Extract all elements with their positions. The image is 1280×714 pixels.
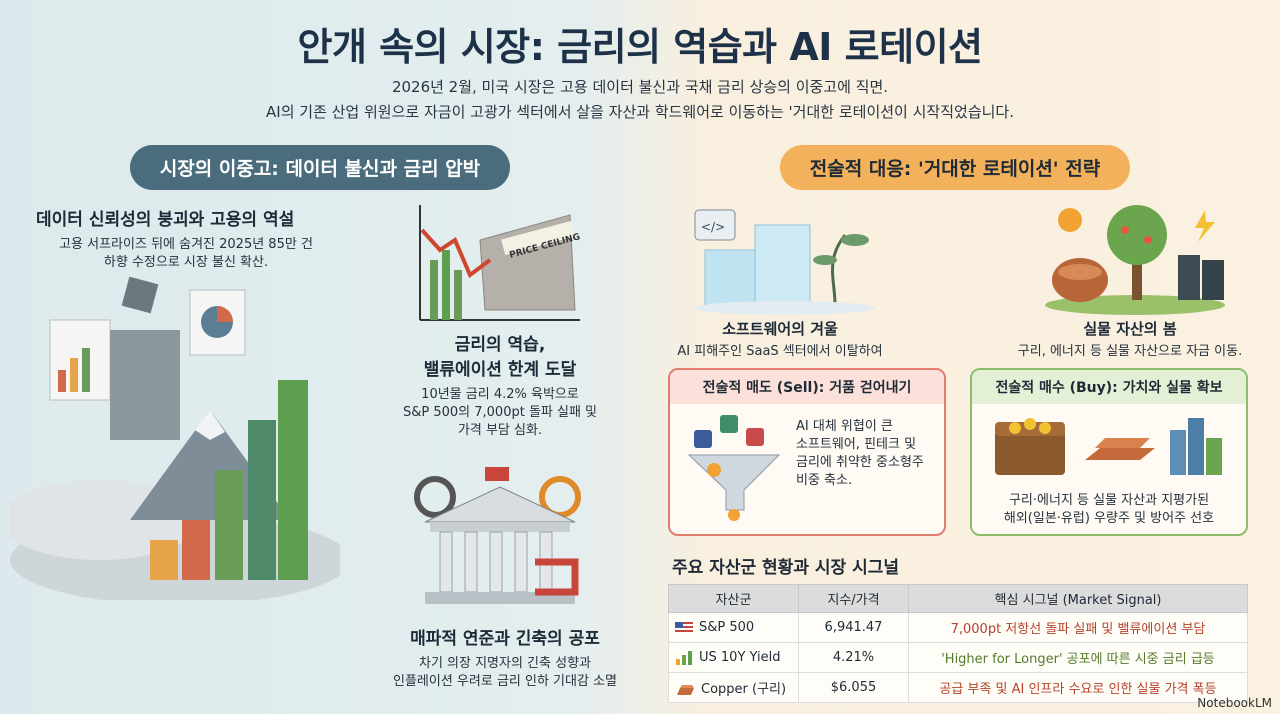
table-row: Copper (구리) $6.055 공급 부족 및 AI 인프라 수요로 인한… <box>668 672 1248 703</box>
tactical-sell-line-1: AI 대체 위협이 큰 <box>796 419 893 434</box>
value-assets-icons <box>995 418 1222 475</box>
left-section-label: 시장의 이중고: 데이터 불신과 금리 압박 <box>130 145 510 190</box>
page-title: 안개 속의 시장: 금리의 역습과 AI 로테이션 <box>297 25 983 69</box>
wilted-plant-icon <box>831 234 847 306</box>
brand-watermark: NotebookLM <box>1197 696 1272 710</box>
signal-cell: 7,000pt 저항선 돌파 실패 및 밸류에이션 부담 <box>908 612 1248 643</box>
signal-cell: 공급 부족 및 AI 인프라 수요로 인한 실물 가격 폭등 <box>908 672 1248 703</box>
asset-table: 자산군 지수/가격 핵심 시그널 (Market Signal) S&P 500… <box>668 584 1248 703</box>
rate-backlash-line-1: 10년물 금리 4.2% 육박으로 <box>421 387 579 402</box>
data-trust-line-1: 고용 서프라이즈 뒤에 숨겨진 2025년 85만 건 <box>59 237 313 252</box>
rate-backlash-block: 금리의 역습, 밸류에이션 한계 도달 10년물 금리 4.2% 육박으로 S&… <box>370 330 630 440</box>
data-trust-line-2: 하향 수정으로 시장 불신 확산. <box>103 255 269 270</box>
software-winter-title: 소프트웨어의 겨울 <box>722 320 838 338</box>
table-row: US 10Y Yield 4.21% 'Higher for Longer' 공… <box>668 642 1248 673</box>
tactical-buy-card: 전술적 매수 (Buy): 가치와 실물 확보 구리·에너지 등 실물 자산과 … <box>970 368 1248 536</box>
tactical-buy-line-2: 해외(일본·유럽) 우량주 및 방어주 선호 <box>1003 511 1215 526</box>
ice-cube-icon <box>704 249 761 306</box>
data-trust-title: 데이터 신뢰성의 붕괴와 고용의 역설 <box>36 210 295 230</box>
col-header-asset: 자산군 <box>668 584 799 613</box>
code-window-icon <box>694 209 736 241</box>
real-assets-spring-line-1: 구리, 에너지 등 실물 자산으로 자금 이동. <box>1017 344 1243 359</box>
real-assets-spring-title: 실물 자산의 봄 <box>1083 320 1177 338</box>
gear-icon <box>414 476 456 518</box>
subtitle-line-1: 2026년 2월, 미국 시장은 고용 데이터 불신과 국채 금리 상승의 이중… <box>391 78 889 96</box>
tactical-sell-line-4: 비중 축소. <box>796 473 853 488</box>
tactical-sell-line-3: 금리에 취약한 중소형주 <box>796 455 924 470</box>
data-trust-block: 데이터 신뢰성의 붕괴와 고용의 역설 고용 서프라이즈 뒤에 숨겨진 2025… <box>36 205 336 272</box>
tree-icon <box>1132 250 1142 300</box>
copper-ingot-icon <box>1085 448 1155 460</box>
hawkish-fed-block: 매파적 연준과 긴축의 공포 차기 의장 지명자의 긴축 성향과 인플레이션 우… <box>370 624 640 691</box>
copper-ingot-icon <box>677 684 694 695</box>
svg-text:</>: </> <box>701 220 725 234</box>
sun-icon <box>1058 208 1082 232</box>
bar-green-tall <box>248 420 276 580</box>
signal-cell: 'Higher for Longer' 공포에 따른 시중 금리 급등 <box>908 642 1248 673</box>
value-cell: $6.055 <box>798 672 909 703</box>
real-assets-spring-block: 실물 자산의 봄 구리, 에너지 등 실물 자산으로 자금 이동. <box>1000 318 1260 361</box>
asset-cell: US 10Y Yield <box>668 642 799 673</box>
right-section-label: 전술적 대응: '거대한 로테이션' 전략 <box>780 145 1130 190</box>
software-winter-block: 소프트웨어의 겨울 AI 피해주인 SaaS 섹터에서 이탈하여 <box>650 318 910 361</box>
crumbling-data-illustration <box>10 276 340 600</box>
flag-icon <box>485 467 509 481</box>
bar-green-tallest <box>278 380 308 580</box>
rate-backlash-line-3: 가격 부담 심화. <box>457 423 543 438</box>
value-cell: 4.21% <box>798 642 909 673</box>
hawkish-fed-title: 매파적 연준과 긴축의 공포 <box>410 629 600 649</box>
tactical-sell-card: 전술적 매도 (Sell): 거품 걷어내기 AI 대체 위협이 큰 소프트웨어… <box>668 368 946 536</box>
subtitle-line-2: AI의 기존 산업 위원으로 자금이 고광가 섹터에서 살을 자산과 학드웨어로… <box>266 103 1014 121</box>
us-flag-icon <box>675 621 693 634</box>
city-buildings-icon <box>1170 430 1186 475</box>
rate-backlash-title-2: 밸류에이션 한계 도달 <box>423 360 577 380</box>
bubble-funnel-icon <box>687 415 781 521</box>
asset-cell: Copper (구리) <box>668 672 799 703</box>
bar-orange <box>150 540 178 580</box>
value-cell: 6,941.47 <box>798 612 909 643</box>
crumbling-block-icon <box>110 330 180 440</box>
federal-reserve-building-icon <box>414 467 581 604</box>
tactical-sell-title: 전술적 매도 (Sell): 거품 걷어내기 <box>670 370 944 404</box>
col-header-value: 지수/가격 <box>798 584 909 613</box>
rate-backlash-line-2: S&P 500의 7,000pt 돌파 실패 및 <box>402 405 598 420</box>
clamp-icon <box>535 558 579 596</box>
table-header-row: 자산군 지수/가격 핵심 시그널 (Market Signal) <box>668 584 1248 613</box>
col-header-signal: 핵심 시그널 (Market Signal) <box>908 584 1248 613</box>
tactical-sell-line-2: 소프트웨어, 핀테크 및 <box>796 437 917 452</box>
software-winter-illustration: </> <box>694 209 875 315</box>
software-winter-line-1: AI 피해주인 SaaS 섹터에서 이탈하여 <box>677 344 883 359</box>
hawkish-fed-line-2: 인플레이션 우려로 금리 인하 기대감 소멸 <box>393 674 617 689</box>
rate-backlash-title-1: 금리의 역습, <box>454 335 546 355</box>
energy-icon <box>1195 210 1215 242</box>
oil-barrel-icon <box>1178 255 1200 300</box>
bar-chart-icon <box>676 650 692 665</box>
real-assets-spring-illustration <box>1045 205 1225 315</box>
hawkish-fed-line-1: 차기 의장 지명자의 긴축 성향과 <box>418 656 591 671</box>
bar-green <box>215 470 243 580</box>
bar-red <box>182 520 210 580</box>
tactical-buy-title: 전술적 매수 (Buy): 가치와 실물 확보 <box>972 370 1246 404</box>
treasure-chest-icon <box>995 430 1065 475</box>
price-ceiling-chart-icon: PRICE CEILING <box>419 205 581 321</box>
asset-table-title: 주요 자산군 현황과 시장 시그널 <box>672 558 899 578</box>
table-row: S&P 500 6,941.47 7,000pt 저항선 돌파 실패 및 밸류에… <box>668 612 1248 643</box>
asset-cell: S&P 500 <box>668 612 799 643</box>
tactical-buy-line-1: 구리·에너지 등 실물 자산과 지평가된 <box>1008 493 1210 508</box>
